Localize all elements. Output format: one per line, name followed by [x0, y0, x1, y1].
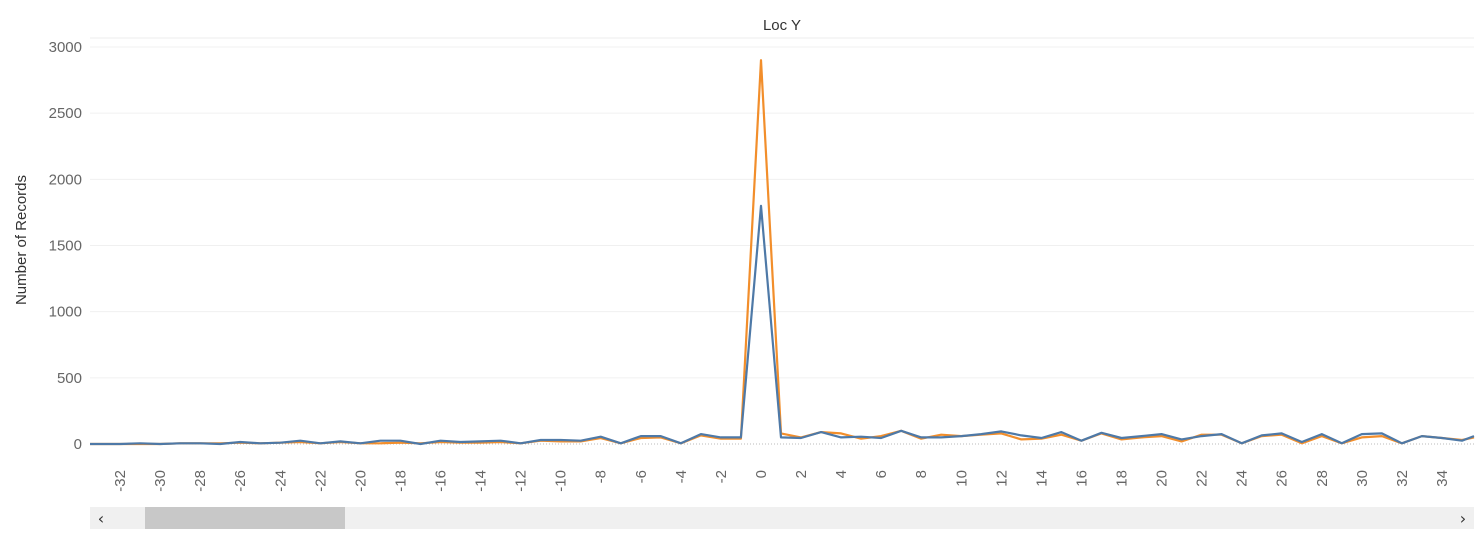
y-tick-label: 2500 [49, 105, 82, 122]
x-tick-label: 12 [993, 470, 1010, 487]
y-tick-label: 0 [74, 436, 82, 453]
x-tick-label: 10 [953, 470, 970, 487]
x-tick-label: 4 [833, 470, 850, 478]
x-tick-label: 0 [753, 470, 770, 478]
y-tick-label: 1500 [49, 238, 82, 255]
x-tick-label: -28 [192, 470, 209, 492]
x-tick-label: -6 [633, 470, 650, 483]
x-tick-label: 34 [1434, 470, 1451, 487]
scroll-thumb[interactable] [145, 507, 345, 529]
y-tick-label: 2000 [49, 171, 82, 188]
x-tick-label: -30 [152, 470, 169, 492]
series-lines [90, 59, 1475, 446]
x-tick-label: 28 [1314, 470, 1331, 487]
x-tick-label: -18 [392, 470, 409, 492]
x-tick-label: 6 [873, 470, 890, 478]
x-tick-label: 24 [1234, 470, 1251, 487]
x-tick-label: 20 [1154, 470, 1171, 487]
y-axis-ticks: 0 500 1000 1500 2000 2500 3000 [49, 39, 82, 453]
gridlines [90, 37, 1474, 445]
x-tick-label: -10 [553, 470, 570, 492]
horizontal-scrollbar[interactable]: ‹ › [90, 507, 1474, 529]
x-tick-label: -32 [112, 470, 129, 492]
y-tick-label: 1000 [49, 304, 82, 321]
x-tick-label: -12 [513, 470, 530, 492]
x-tick-label: -20 [352, 470, 369, 492]
x-tick-label: 26 [1274, 470, 1291, 487]
x-tick-label: -2 [713, 470, 730, 483]
chevron-right-icon[interactable]: › [1459, 508, 1467, 528]
y-tick-label: 500 [57, 370, 82, 387]
x-tick-label: 30 [1354, 470, 1371, 487]
x-tick-label: -8 [593, 470, 610, 483]
x-tick-label: 8 [913, 470, 930, 478]
x-tick-label: -26 [232, 470, 249, 492]
x-tick-label: -4 [673, 470, 690, 483]
x-tick-label: 2 [793, 470, 810, 478]
y-tick-label: 3000 [49, 39, 82, 56]
chevron-left-icon[interactable]: ‹ [97, 508, 105, 528]
x-tick-label: 18 [1113, 470, 1130, 487]
chart-title: Loc Y [763, 17, 801, 34]
x-tick-label: -24 [272, 470, 289, 492]
x-axis-ticks: -32 -30 -28 -26 -24 -22 -20 -18 -16 -14 -12 -10 -8 -6… [112, 470, 1451, 492]
series-line-1 [90, 59, 1475, 446]
x-tick-label: 14 [1033, 470, 1050, 487]
x-tick-label: 16 [1073, 470, 1090, 487]
x-tick-label: -14 [473, 470, 490, 492]
x-tick-label: 22 [1194, 470, 1211, 487]
x-tick-label: 32 [1394, 470, 1411, 487]
line-chart: Loc Y Number of Records 0500100015002000… [13, 17, 1475, 492]
y-axis-label: Number of Records [13, 175, 30, 305]
x-tick-label: -22 [312, 470, 329, 492]
x-tick-label: -16 [433, 470, 450, 492]
series-line-2 [90, 204, 1475, 446]
